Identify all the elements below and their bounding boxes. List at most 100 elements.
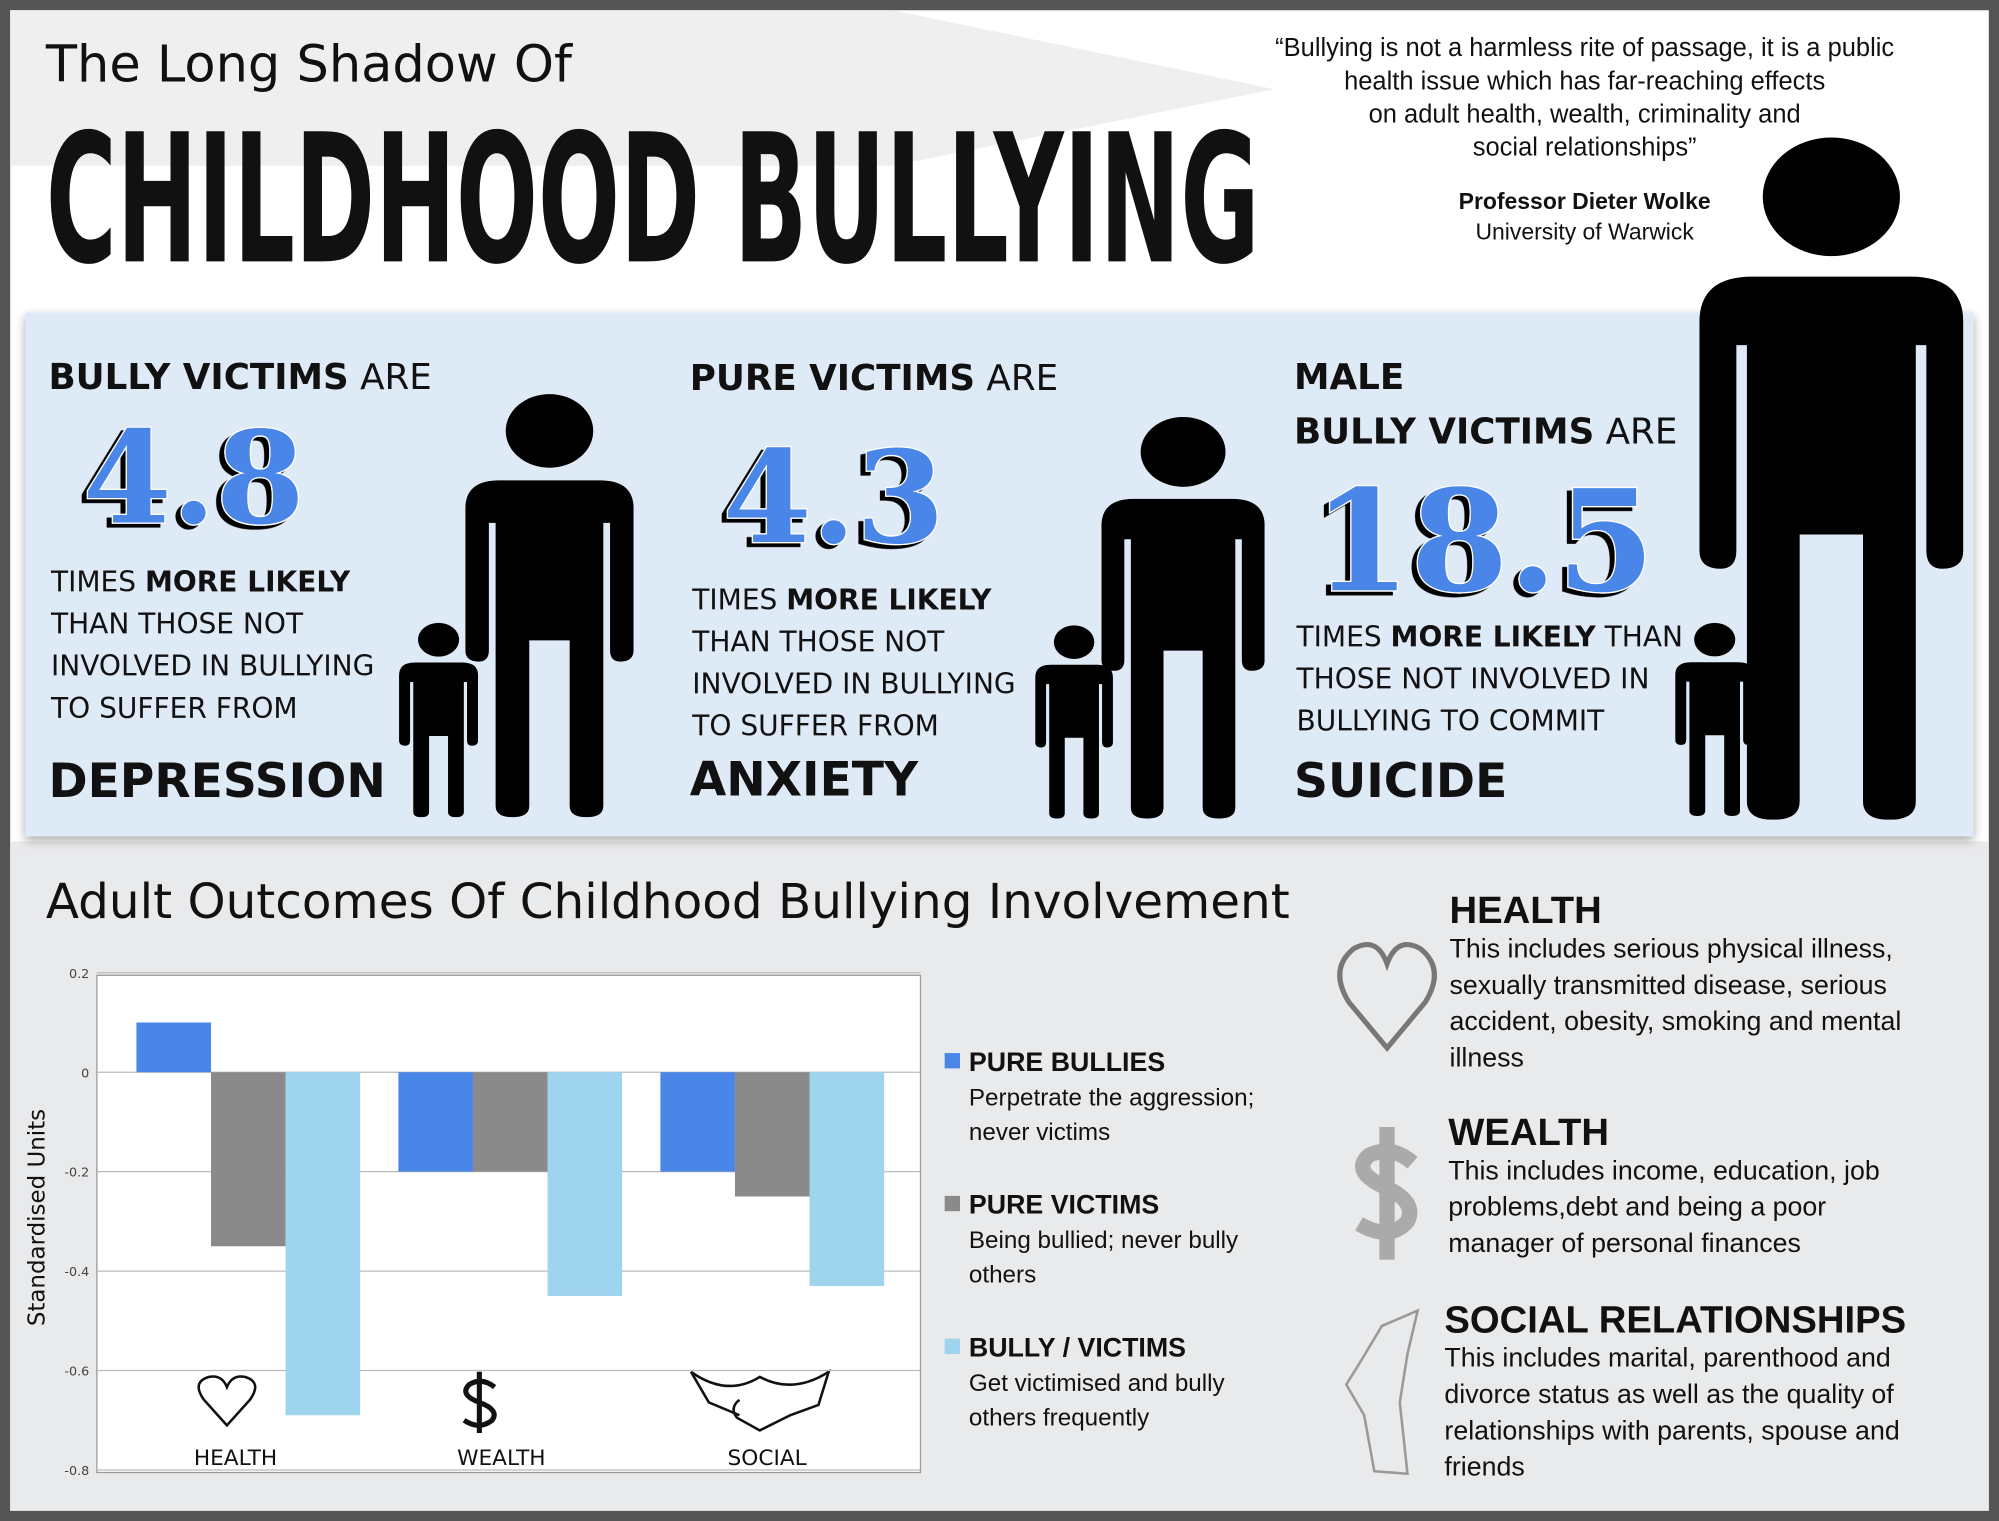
y-tick-label: -0.8 [64, 1464, 89, 1479]
stat-body: TIMES MORE LIKELY THAN [1296, 620, 1683, 653]
bar [398, 1072, 473, 1172]
hands-outline [1344, 1308, 1420, 1476]
stat-body-part: THAN [1604, 620, 1683, 653]
bar [210, 1072, 286, 1247]
y-tick-label: -0.2 [64, 1166, 89, 1181]
stat-outcome: DEPRESSION [48, 754, 385, 809]
x-tick-label: HEALTH [194, 1446, 277, 1471]
stat-body-part: TIMES [691, 583, 777, 616]
stat-body: THAN THOSE NOT [50, 608, 304, 641]
y-tick-label: -0.6 [64, 1365, 89, 1380]
y-tick-label: 0.2 [69, 967, 89, 982]
stats-panel [25, 312, 1974, 837]
stat-outcome: SUICIDE [1294, 754, 1507, 809]
outcome-text: illness [1450, 1042, 1524, 1072]
stat-body: TIMES MORE LIKELY [50, 566, 351, 599]
outcome-title: HEALTH [1450, 889, 1602, 932]
stat-body-part: MORE LIKELY [786, 583, 992, 616]
bar [809, 1072, 885, 1287]
stat-lead: PURE VICTIMS ARE [690, 358, 1058, 399]
bar [660, 1072, 735, 1172]
legend-description: others [969, 1262, 1036, 1289]
quote-line: on adult health, wealth, criminality and [1369, 100, 1801, 128]
category-icons [197, 1368, 831, 1433]
outcome-title: SOCIAL RELATIONSHIPS [1444, 1298, 1906, 1341]
outcome-title: WEALTH [1448, 1111, 1609, 1154]
subtitle: The Long Shadow Of [45, 36, 573, 95]
stat-lead-text: ARE [360, 357, 432, 398]
stat-body-part: TIMES [1296, 620, 1382, 653]
stat-body: TIMES MORE LIKELY [691, 583, 992, 616]
stat-body: INVOLVED IN BULLYING [51, 650, 374, 683]
outcome-icons [1337, 942, 1437, 1476]
legend-description: Get victimised and bully [969, 1370, 1226, 1397]
legend-swatch [944, 1338, 960, 1354]
y-axis-label: Standardised Units [25, 1109, 51, 1326]
stat-lead: BULLY VICTIMS ARE [1294, 412, 1677, 453]
chart-title: Adult Outcomes Of Childhood Bullying Inv… [46, 874, 1290, 930]
stat-body: TO SUFFER FROM [50, 692, 298, 725]
bar [136, 1022, 211, 1073]
stat-body: THAN THOSE NOT [691, 625, 945, 658]
outcome-text: accident, obesity, smoking and mental [1450, 1006, 1902, 1036]
bar [547, 1072, 623, 1296]
title: CHILDHOOD BULLYING [46, 96, 1260, 304]
stat-body: INVOLVED IN BULLYING [692, 668, 1015, 701]
legend-name: PURE BULLIES [969, 1047, 1165, 1077]
legend-description: others frequently [969, 1404, 1150, 1431]
legend-description: Being bullied; never bully [969, 1227, 1239, 1254]
x-tick-label: WEALTH [457, 1446, 546, 1471]
stat-number: 18.5 [1313, 459, 1655, 624]
stat-lead-text: ARE [1606, 412, 1678, 453]
heart-icon [197, 1375, 257, 1428]
legend-description: Perpetrate the aggression; [969, 1084, 1254, 1111]
stat-lead: MALE [1294, 357, 1404, 398]
outcome-text: This includes serious physical illness, [1450, 933, 1893, 963]
heart-outline [1337, 942, 1437, 1052]
title-arrow [10, 10, 1275, 166]
stat-lead-bold: BULLY VICTIMS [1294, 412, 1594, 453]
quote-line: health issue which has far-reaching effe… [1344, 67, 1825, 95]
legend-description: never victims [969, 1119, 1110, 1146]
quote-affiliation: University of Warwick [1475, 219, 1694, 245]
y-tick-label: 0 [81, 1066, 89, 1081]
x-tick-label: SOCIAL [728, 1446, 807, 1471]
stat-body-part: TIMES [50, 566, 136, 599]
quote-line: “Bullying is not a harmless rite of pass… [1275, 34, 1894, 62]
bar [734, 1072, 810, 1197]
stat-lead-text: ARE [986, 358, 1058, 399]
stat-number: 4.3 [723, 423, 945, 573]
quote-line: social relationships” [1473, 134, 1697, 162]
outcome-text: friends [1444, 1452, 1524, 1482]
stat-lead-bold: PURE VICTIMS [690, 358, 975, 399]
stat-body: THOSE NOT INVOLVED IN [1296, 662, 1650, 695]
stat-body: BULLYING TO COMMIT [1297, 705, 1606, 738]
stat-body-part: MORE LIKELY [145, 566, 351, 599]
legend-swatch [944, 1195, 960, 1212]
quote-author: Professor Dieter Wolke [1459, 188, 1711, 214]
outcome-text: sexually transmitted disease, serious [1450, 970, 1887, 1000]
bar [285, 1072, 361, 1416]
stat-number: 4.8 [83, 404, 305, 554]
legend-name: PURE VICTIMS [969, 1190, 1159, 1220]
bar [472, 1072, 548, 1172]
stat-lead-bold: BULLY VICTIMS [48, 357, 348, 398]
outcome-text: problems,debt and being a poor [1448, 1192, 1826, 1222]
outcome-text: manager of personal finances [1448, 1228, 1801, 1258]
dollar-icon [462, 1371, 497, 1433]
stat-body: TO SUFFER FROM [691, 710, 939, 743]
outcome-text: This includes income, education, job [1448, 1155, 1879, 1185]
legend-name: BULLY / VICTIMS [969, 1333, 1186, 1363]
outcome-text: This includes marital, parenthood and [1444, 1343, 1890, 1373]
stat-body-part: MORE LIKELY [1391, 620, 1597, 653]
y-tick-label: -0.4 [64, 1265, 89, 1280]
stat-lead: BULLY VICTIMS ARE [48, 357, 431, 398]
dollar-outline [1355, 1127, 1418, 1260]
stat-outcome: ANXIETY [690, 753, 919, 808]
outcome-text: relationships with parents, spouse and [1444, 1415, 1899, 1445]
handshake-icon [689, 1368, 831, 1432]
outcome-text: divorce status as well as the quality of [1444, 1379, 1894, 1409]
